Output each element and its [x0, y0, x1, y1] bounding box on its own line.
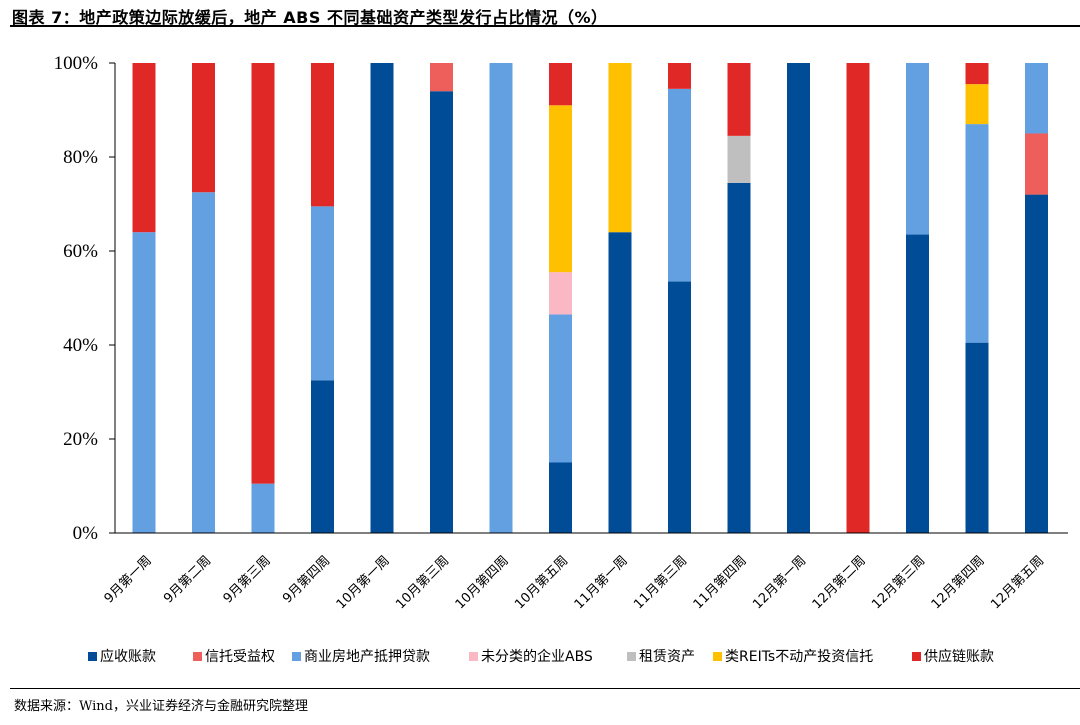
legend-swatch [88, 652, 97, 661]
bar-segment [549, 314, 572, 463]
bar-segment [132, 232, 156, 533]
x-tick-label: 10月第四周 [453, 553, 512, 612]
x-tick-label: 11月第一周 [572, 553, 631, 612]
bar-segment [668, 88, 691, 282]
bar-segment [668, 281, 691, 533]
bar-segment [965, 124, 989, 343]
y-tick-label: 80% [63, 147, 98, 168]
bar-segment [727, 135, 751, 183]
legend-label: 租赁资产 [639, 649, 695, 665]
x-tick-label: 10月第三周 [393, 553, 452, 612]
legend-label: 类REITs不动产投资信托 [725, 649, 873, 665]
x-tick-label: 11月第四周 [691, 553, 750, 612]
bar-segment [965, 342, 989, 533]
x-tick-label: 12月第一周 [750, 553, 809, 612]
bar-segment [549, 462, 572, 533]
legend-swatch [627, 652, 636, 661]
bar-segment [192, 63, 215, 193]
source-rule [10, 688, 1080, 689]
y-tick-label: 60% [63, 241, 98, 262]
bar-segment [192, 192, 215, 533]
legend-label: 未分类的企业ABS [481, 648, 593, 665]
plot-area: 0%20%40%60%80%100%9月第一周 9月第二周 9月第三周 9月第四周 10… [54, 53, 1068, 612]
bar-segment [846, 63, 870, 533]
bar-segment [608, 232, 632, 533]
bar-segment [311, 63, 334, 207]
legend-label: 商业房地产抵押贷款 [304, 649, 430, 665]
legend-label: 应收账款 [100, 648, 156, 665]
x-tick-label: 9月第三周 [221, 553, 274, 606]
bar-segment [489, 63, 513, 533]
x-tick-label: 12月第二周 [810, 553, 869, 612]
legend-swatch [193, 652, 202, 661]
title-rule [10, 25, 1080, 27]
legend-label: 信托受益权 [205, 649, 275, 665]
data-source: 数据来源：Wind，兴业证券经济与金融研究院整理 [14, 699, 308, 714]
y-tick-label: 40% [63, 335, 98, 356]
x-tick-label: 10月第一周 [334, 553, 393, 612]
bar-segment [251, 63, 275, 484]
bar-segment [668, 63, 691, 89]
bar-segment [430, 91, 453, 533]
bar-segment [549, 63, 572, 106]
bar-segment [906, 234, 929, 534]
x-tick-label: 11月第三周 [631, 553, 690, 612]
bar-segment [965, 84, 989, 125]
bar-segment [727, 182, 751, 533]
legend-swatch [469, 652, 478, 661]
bar-segment [608, 63, 632, 233]
bar-segment [311, 380, 334, 533]
bar-segment [132, 63, 156, 233]
x-tick-label: 9月第四周 [280, 553, 333, 606]
bar-segment [1025, 194, 1048, 533]
bar-segment [311, 206, 334, 381]
y-tick-label: 20% [63, 429, 98, 450]
legend-label: 供应链账款 [924, 648, 994, 665]
bar-segment [370, 63, 394, 533]
x-tick-label: 12月第五周 [988, 553, 1047, 612]
bar-segment [727, 63, 751, 136]
y-tick-label: 100% [54, 53, 99, 74]
bar-segment [965, 63, 989, 85]
bar-segment [549, 272, 572, 315]
chart-title: 图表 7：地产政策边际放缓后，地产 ABS 不同基础资产类型发行占比情况（%） [12, 8, 608, 27]
bar-segment [1025, 63, 1048, 134]
legend-swatch [713, 652, 722, 661]
stacked-bar-chart: 0%20%40%60%80%100%9月第一周 9月第二周 9月第三周 9月第四周 10… [54, 53, 1068, 665]
bar-segment [1025, 133, 1048, 195]
bar-segment [251, 483, 275, 533]
legend-swatch [292, 652, 301, 661]
bar-segment [549, 105, 572, 273]
x-tick-label: 12月第三周 [869, 553, 928, 612]
legend-swatch [912, 652, 921, 661]
legend: 应收账款 信托受益权 商业房地产抵押贷款 未分类的企业ABS 租赁资产 类REITs不动产… [88, 648, 994, 665]
bar-segment [906, 63, 929, 235]
y-tick-label: 0% [73, 523, 99, 544]
x-tick-label: 12月第四周 [929, 553, 988, 612]
bar-segment [430, 63, 453, 92]
bar-segment [787, 63, 810, 533]
x-tick-label: 10月第五周 [512, 553, 571, 612]
x-tick-label: 9月第二周 [161, 553, 214, 606]
x-tick-label: 9月第一周 [102, 553, 155, 606]
